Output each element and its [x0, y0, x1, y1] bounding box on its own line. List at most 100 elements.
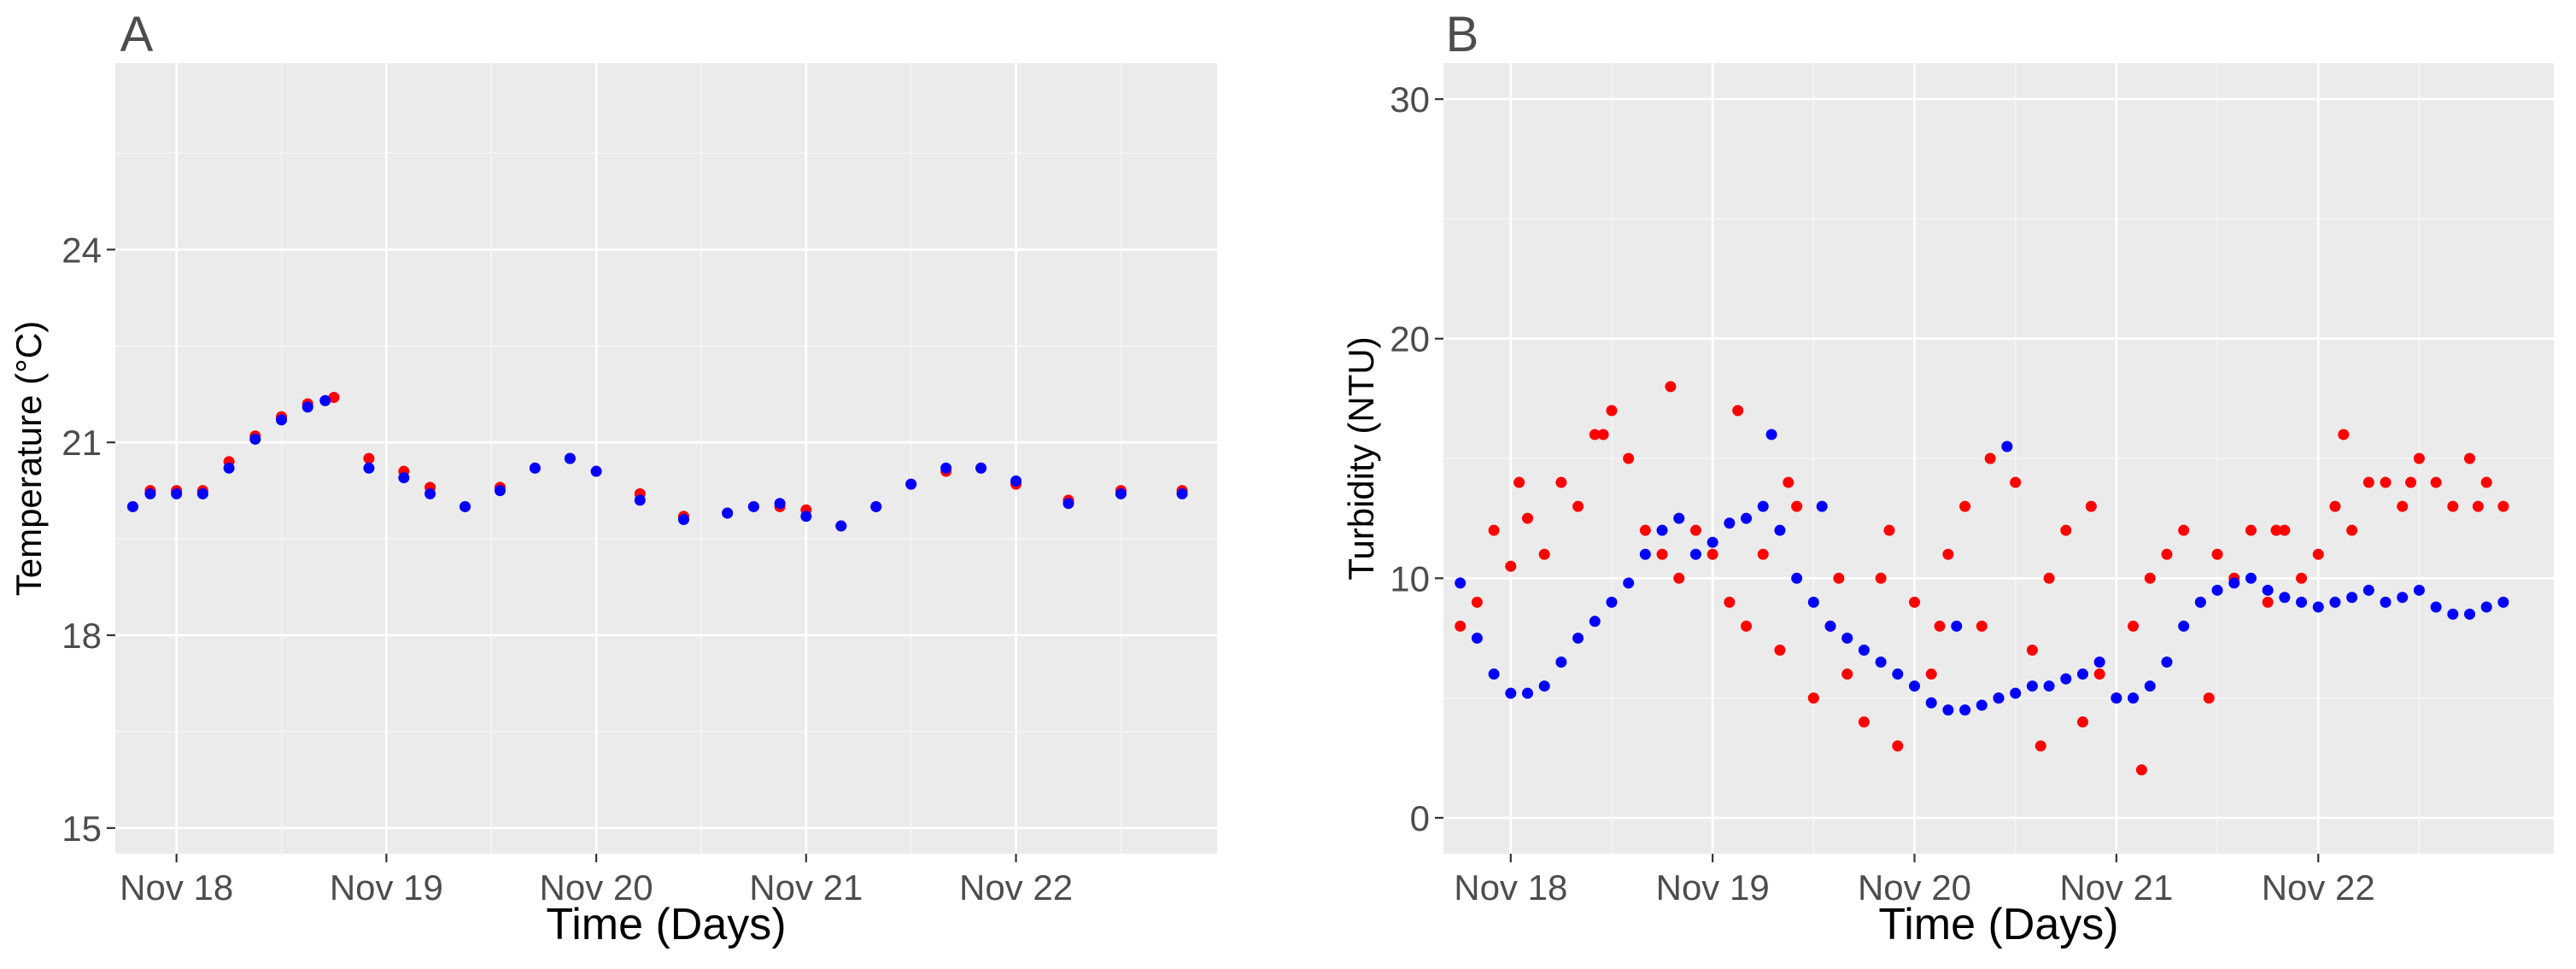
panel-b-data-point [2026, 644, 2038, 656]
panel-b-data-point [2329, 500, 2341, 512]
panel-b-data-point [1883, 524, 1895, 536]
panel-b-data-point [2128, 692, 2140, 704]
panel-b-data-point [2194, 596, 2206, 608]
panel-b-data-point [1951, 620, 1963, 632]
panel-b: Nov 18 Nov 19 Nov 20 Nov 21 Nov 22 0 10 20 30 B Ti… [1341, 7, 2554, 949]
panel-b-data-point [2060, 524, 2072, 536]
panel-b-data-point [1538, 680, 1550, 692]
panel-b-data-point [1824, 620, 1836, 632]
panel-b-data-point [2296, 572, 2308, 584]
panel-a-data-point [144, 487, 156, 499]
panel-b-data-point [2076, 716, 2088, 728]
panel-b-data-point [1555, 476, 1567, 488]
panel-b-x-tick-label: Nov 19 [1656, 867, 1770, 908]
panel-a-data-point [800, 511, 812, 522]
panel-a-y-axis-title: Temperature (°C) [9, 321, 49, 597]
panel-b-data-point [2178, 524, 2190, 536]
panel-a-data-point [722, 507, 734, 519]
panel-b-data-point [2262, 584, 2274, 596]
panel-b-data-point [1513, 476, 1525, 488]
panel-b-data-point [2464, 608, 2476, 620]
panel-a-data-point [319, 394, 331, 406]
panel-b-data-point [1959, 500, 1971, 512]
panel-b-data-point [1673, 572, 1685, 584]
panel-b-data-point [2380, 596, 2392, 608]
panel-b-data-point [1942, 548, 1954, 560]
panel-a-data-point [171, 487, 183, 499]
panel-b-data-point [2093, 668, 2105, 680]
panel-b-data-point [1807, 692, 1819, 704]
panel-b-data-point [2329, 596, 2341, 608]
panel-a-y-tick-label: 18 [61, 616, 102, 656]
panel-b-data-point [1757, 548, 1769, 560]
panel-b-data-point [2346, 592, 2358, 604]
panel-b-data-point [2211, 584, 2223, 596]
panel-b-data-point [1538, 548, 1550, 560]
panel-b-data-point [1606, 596, 1618, 608]
panel-b-data-point [2312, 548, 2324, 560]
panel-b-data-point [1724, 596, 1736, 608]
panel-b-data-point [2405, 476, 2417, 488]
panel-b-data-point [1606, 405, 1618, 417]
panel-b-data-point [1875, 572, 1887, 584]
panel-a-data-point [835, 520, 847, 532]
panel-b-data-point [2135, 764, 2147, 776]
panel-a: Nov 18 Nov 19 Nov 20 Nov 21 Nov 22 15 18 21 24 A T… [9, 7, 1217, 949]
panel-a-y-tick-label: 24 [61, 230, 102, 270]
panel-b-data-point [1909, 680, 1921, 692]
panel-b-data-point [1689, 524, 1701, 536]
panel-a-data-point [1115, 487, 1127, 499]
panel-a-data-point [634, 494, 646, 506]
panel-b-data-point [2497, 500, 2509, 512]
panel-b-x-tick-label: Nov 18 [1454, 867, 1567, 908]
panel-b-x-axis-title: Time (Days) [1878, 900, 2118, 949]
panel-b-data-point [2397, 592, 2409, 604]
panel-b-data-point [1807, 596, 1819, 608]
panel-b-data-point [2144, 680, 2156, 692]
panel-b-data-point [1833, 572, 1845, 584]
panel-a-data-point [975, 462, 987, 474]
panel-b-data-point [1757, 500, 1769, 512]
panel-b-data-point [1858, 644, 1870, 656]
panel-b-data-point [2480, 476, 2492, 488]
panel-b-data-point [1765, 429, 1777, 441]
panel-b-data-point [2245, 524, 2257, 536]
panel-b-data-point [2245, 572, 2257, 584]
panel-b-data-point [2447, 608, 2459, 620]
panel-b-data-point [1841, 668, 1853, 680]
panel-b-data-point [2296, 596, 2308, 608]
panel-b-data-point [2380, 476, 2392, 488]
panel-a-data-point [564, 452, 576, 464]
panel-b-data-point [1589, 616, 1601, 628]
panel-a-y-tick-label: 15 [61, 808, 102, 849]
panel-b-data-point [1471, 632, 1483, 644]
panel-b-data-point [1892, 740, 1904, 752]
panel-b-series-red [1455, 381, 2509, 776]
panel-b-data-point [1875, 657, 1887, 668]
panel-a-data-point [302, 401, 313, 413]
panel-b-data-point [1959, 704, 1971, 716]
panel-b-data-point [2270, 524, 2282, 536]
panel-b-data-point [2262, 596, 2274, 608]
panel-b-data-point [1455, 620, 1467, 632]
panel-b-data-point [1572, 632, 1584, 644]
panel-b-data-point [1925, 697, 1937, 709]
panel-b-data-point [2010, 687, 2022, 699]
panel-a-data-point [529, 462, 541, 474]
panel-a-data-point [126, 500, 138, 512]
panel-a-data-point [460, 500, 471, 512]
panel-b-data-point [2472, 500, 2484, 512]
panel-b-data-point [2228, 577, 2240, 589]
panel-b-data-point [2413, 584, 2425, 596]
panel-b-data-point [1774, 524, 1786, 536]
panel-b-data-point [2430, 601, 2442, 613]
panel-b-letter: B [1446, 7, 1479, 62]
panel-a-data-point [276, 414, 288, 426]
panel-b-data-point [1909, 596, 1921, 608]
panel-b-data-point [1724, 517, 1736, 529]
panel-b-data-point [1639, 524, 1651, 536]
panel-a-data-point [363, 452, 375, 464]
panel-b-data-point [1976, 699, 1988, 711]
panel-b-y-axis-title: Turbidity (NTU) [1341, 336, 1381, 580]
panel-b-data-point [2076, 668, 2088, 680]
